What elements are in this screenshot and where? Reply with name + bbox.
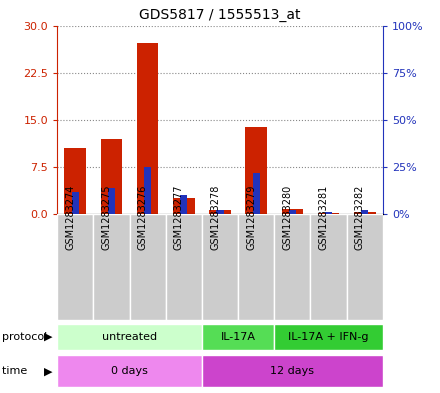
Bar (173, 198, 194, 214)
Bar (202, 324, 274, 350)
Bar (318, 213, 339, 214)
Bar (311, 214, 347, 320)
Bar (57, 324, 202, 350)
Bar (101, 139, 122, 214)
Text: GSM1283274: GSM1283274 (65, 185, 75, 250)
Bar (166, 214, 202, 320)
Text: GSM1283278: GSM1283278 (210, 185, 220, 250)
Text: GSM1283276: GSM1283276 (138, 185, 148, 250)
Bar (137, 43, 158, 214)
Bar (246, 127, 267, 214)
Bar (57, 214, 93, 320)
Bar (238, 214, 274, 320)
Text: protocol: protocol (2, 332, 51, 342)
Bar (180, 195, 187, 214)
Text: GSM1283282: GSM1283282 (355, 185, 365, 250)
Bar (325, 212, 332, 214)
Bar (216, 210, 224, 214)
Bar (108, 188, 115, 214)
Bar (129, 214, 166, 320)
Text: 12 days: 12 days (270, 366, 314, 376)
Bar (274, 324, 383, 350)
Bar (202, 355, 383, 387)
Bar (347, 214, 383, 320)
Bar (354, 212, 376, 214)
Bar (202, 214, 238, 320)
Bar (361, 210, 368, 214)
Text: GSM1283277: GSM1283277 (174, 185, 184, 250)
Text: time: time (2, 366, 31, 376)
Bar (144, 167, 151, 214)
Text: ▶: ▶ (44, 366, 53, 376)
Text: GSM1283275: GSM1283275 (102, 185, 111, 250)
Title: GDS5817 / 1555513_at: GDS5817 / 1555513_at (139, 8, 301, 22)
Bar (93, 214, 129, 320)
Text: GSM1283279: GSM1283279 (246, 185, 256, 250)
Text: GSM1283281: GSM1283281 (319, 185, 329, 250)
Text: ▶: ▶ (44, 332, 53, 342)
Text: GSM1283280: GSM1283280 (282, 185, 292, 250)
Text: untreated: untreated (102, 332, 157, 342)
Text: 0 days: 0 days (111, 366, 148, 376)
Bar (57, 355, 202, 387)
Bar (274, 214, 311, 320)
Bar (282, 209, 303, 214)
Bar (209, 210, 231, 214)
Text: IL-17A: IL-17A (220, 332, 256, 342)
Bar (253, 173, 260, 214)
Bar (289, 210, 296, 214)
Text: IL-17A + IFN-g: IL-17A + IFN-g (288, 332, 369, 342)
Bar (72, 191, 79, 214)
Bar (64, 148, 86, 214)
